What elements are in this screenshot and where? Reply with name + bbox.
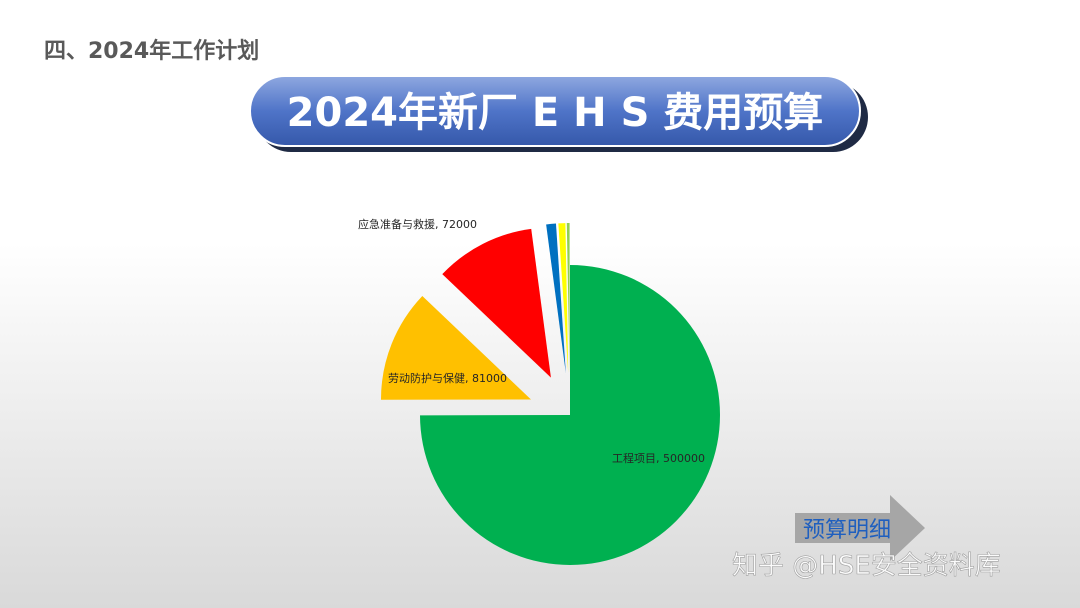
banner xyxy=(249,75,861,147)
pie-slice xyxy=(558,223,569,374)
slide-title: 四、2024年工作计划 xyxy=(44,38,259,64)
pie-chart: 工程项目, 500000 劳动防护与保健, 81000 应急准备与救援, 72000 xyxy=(358,217,720,565)
pie-slice xyxy=(380,296,531,400)
data-label: 劳动防护与保健, 81000 xyxy=(388,371,507,385)
pie-slice xyxy=(546,223,566,374)
arrow-button-label[interactable]: 预算明细 xyxy=(803,518,891,543)
watermark: 知乎 @HSE安全资料库 xyxy=(732,551,1001,581)
data-label: 应急准备与救援, 72000 xyxy=(358,217,477,231)
banner-text: 2024年新厂 E H S 费用预算 xyxy=(287,90,824,136)
pie-slice xyxy=(442,228,551,378)
pie-slice xyxy=(566,223,570,374)
pie-slice xyxy=(420,265,720,565)
data-label: 工程项目, 500000 xyxy=(612,452,705,465)
arrow-button-shape[interactable] xyxy=(795,495,925,561)
